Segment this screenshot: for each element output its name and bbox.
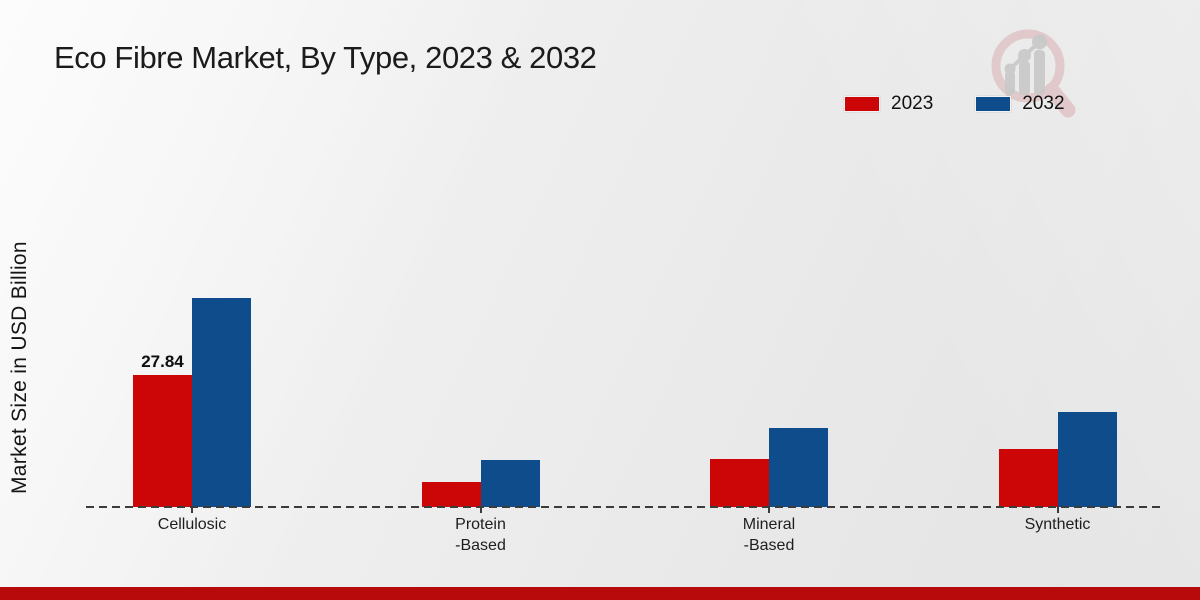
- category-label-mineral-based: Mineral -Based: [742, 516, 796, 554]
- bar-2023-protein-based: [421, 482, 481, 507]
- bar-2032-mineral-based: [769, 428, 828, 507]
- bar-2023-synthetic: [998, 449, 1058, 507]
- legend-swatch-2032: [975, 96, 1012, 112]
- category-label-protein-based: Protein -Based: [455, 516, 506, 554]
- legend-item-2032: 2032: [975, 93, 1065, 115]
- category-label-cellulosic: Cellulosic: [157, 516, 227, 533]
- legend-label-2023: 2023: [891, 93, 934, 114]
- plot-area: 27.84: [86, 298, 1164, 508]
- chart-title: Eco Fibre Market, By Type, 2023 & 2032: [54, 40, 597, 75]
- x-axis-tick-protein-based: [479, 507, 482, 513]
- legend-swatch-2023: [844, 96, 880, 112]
- legend-label-2032: 2032: [1022, 93, 1065, 114]
- bar-2023-cellulosic: [133, 375, 192, 507]
- bar-2023-mineral-based: [710, 459, 769, 507]
- bar-2032-synthetic: [1057, 412, 1117, 507]
- category-label-synthetic: Synthetic: [1024, 516, 1091, 533]
- magnifier-growth-chart-logo-icon: [991, 29, 1076, 118]
- x-axis-baseline: [86, 506, 1164, 508]
- bar-2032-protein-based: [480, 460, 540, 507]
- bar-value-label-2023-cellulosic: 27.84: [141, 352, 184, 371]
- legend: 2023 2032: [844, 93, 1065, 115]
- bar-2032-cellulosic: [192, 298, 251, 507]
- x-axis-tick-synthetic: [1056, 507, 1059, 513]
- legend-item-2023: 2023: [844, 93, 933, 115]
- x-axis-tick-cellulosic: [191, 507, 193, 513]
- footer-accent-bar: [0, 587, 1200, 600]
- x-axis-tick-mineral-based: [768, 507, 770, 513]
